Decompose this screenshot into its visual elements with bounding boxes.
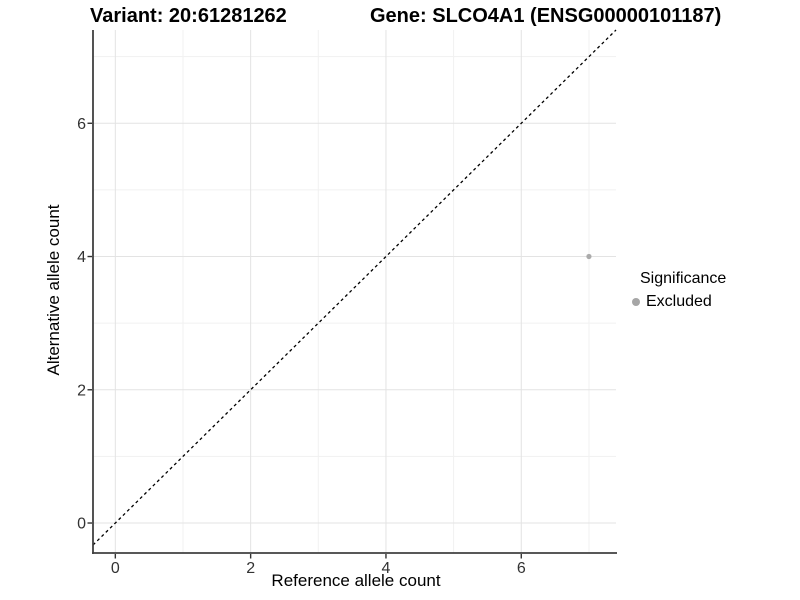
x-tick-label: 0: [111, 560, 120, 577]
x-tick-label: 4: [382, 560, 391, 577]
y-tick-label: 0: [77, 516, 86, 533]
identity-line: [92, 29, 617, 546]
plot-title-variant: Variant: 20:61281262: [90, 5, 287, 27]
x-tick-label: 2: [246, 560, 255, 577]
legend: Significance Excluded: [632, 270, 726, 311]
data-point: [586, 253, 592, 260]
legend-point-swatch: [632, 298, 640, 306]
y-tick-label: 2: [77, 382, 86, 399]
legend-item-label: Excluded: [646, 293, 712, 310]
x-axis-title: Reference allele count: [271, 571, 441, 590]
y-axis-title: Alternative allele count: [44, 204, 63, 376]
y-tick-label: 6: [77, 116, 86, 133]
x-tick-label: 6: [517, 560, 526, 577]
legend-title: Significance: [640, 270, 727, 287]
y-tick-label: 4: [77, 249, 86, 266]
plot-title-gene: Gene: SLCO4A1 (ENSG00000101187): [370, 5, 722, 27]
legend-item-excluded: Excluded: [632, 293, 726, 311]
